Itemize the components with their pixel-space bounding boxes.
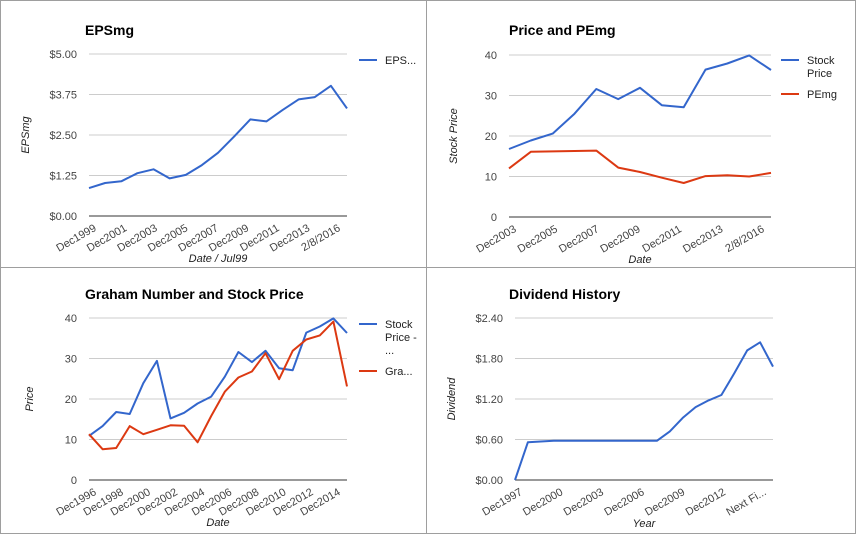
chart1-y-tick-label: 10: [485, 172, 497, 184]
eps-chart-panel: EPSmg $0.00 $1.25 $2.50 $3.75 $5.00 EPSmg Dec19…: [0, 0, 427, 268]
chart2-title: Graham Number and Stock Price: [85, 286, 304, 302]
chart3-y-tick-label: $0.60: [475, 435, 503, 447]
price-pe-chart-panel: Price and PEmg 0 10 20 30 40 Stock Price Dec200…: [426, 0, 856, 268]
chart2-legend-label: Gra...: [385, 366, 413, 378]
chart1-series-line-0: [508, 54, 772, 150]
chart0-y-tick-label: $5.00: [49, 49, 77, 61]
chart2-legend-label: Stock Price -...: [385, 319, 417, 357]
chart2-y-tick-label: 0: [71, 475, 77, 487]
chart1-x-tick-label: Dec2013: [681, 223, 725, 255]
dividend-history-chart: Dividend History $0.00 $0.60 $1.20 $1.80 $2.4…: [446, 286, 774, 530]
chart3-y-axis-label: Dividend: [446, 377, 458, 421]
chart1-title: Price and PEmg: [509, 22, 616, 38]
chart3-title: Dividend History: [509, 286, 620, 302]
chart3-x-tick-label: Next Fi...: [724, 486, 768, 518]
chart1-y-tick-label: 20: [485, 131, 497, 143]
chart3-y-tick-label: $2.40: [475, 313, 503, 325]
chart1-x-tick-label: Dec2005: [516, 223, 560, 255]
dividend-history-chart-panel: Dividend History $0.00 $0.60 $1.20 $1.80 $2.4…: [426, 267, 856, 534]
chart3-x-tick-label: Dec2000: [521, 486, 565, 518]
chart2-y-tick-label: 30: [65, 354, 77, 366]
chart1-x-tick-label: Dec2003: [474, 223, 518, 255]
chart1-y-tick-label: 40: [485, 50, 497, 62]
chart0-legend-label: EPS...: [385, 55, 416, 67]
chart2-series-line-1: [88, 320, 348, 451]
chart3-x-tick-label: Dec2003: [562, 486, 606, 518]
chart1-legend-label: PEmg: [807, 89, 837, 101]
chart3-series-line-0: [514, 341, 774, 481]
chart3-y-tick-label: $1.20: [475, 394, 503, 406]
chart3-y-tick-label: $1.80: [475, 354, 503, 366]
chart0-x-axis-label: Date / Jul99: [189, 253, 248, 265]
chart1-x-tick-label: Dec2009: [598, 223, 642, 255]
chart0-series-line-0: [88, 84, 348, 190]
chart2-series-line-0: [88, 317, 348, 437]
chart2-y-tick-label: 20: [65, 394, 77, 406]
chart3-x-tick-label: Dec2009: [643, 486, 687, 518]
chart2-y-tick-label: 10: [65, 435, 77, 447]
chart0-y-tick-label: $1.25: [49, 171, 77, 183]
chart0-y-tick-label: $2.50: [49, 130, 77, 142]
chart3-x-axis-label: Year: [633, 518, 657, 530]
chart2-y-axis-label: Price: [24, 386, 36, 411]
graham-number-chart-panel: Graham Number and Stock Price 0 10 20 30 40 Pr…: [0, 267, 427, 534]
price-pe-chart: Price and PEmg 0 10 20 30 40 Stock Price Dec200…: [448, 22, 837, 266]
chart0-title: EPSmg: [85, 22, 134, 38]
chart0-y-axis-label: EPSmg: [20, 115, 32, 153]
chart3-y-tick-label: $0.00: [475, 475, 503, 487]
chart2-x-axis-label: Date: [206, 517, 229, 529]
chart0-y-tick-label: $3.75: [49, 90, 77, 102]
chart1-x-tick-label: 2/8/2016: [723, 223, 766, 255]
chart1-series-line-1: [508, 149, 772, 184]
chart1-y-axis-label: Stock Price: [448, 108, 460, 164]
chart3-x-tick-label: Dec2006: [602, 486, 646, 518]
chart2-y-tick-label: 40: [65, 313, 77, 325]
chart1-x-tick-label: Dec2011: [640, 223, 683, 255]
chart3-x-tick-label: Dec2012: [684, 486, 728, 518]
chart1-y-tick-label: 30: [485, 91, 497, 103]
chart1-x-axis-label: Date: [628, 254, 651, 266]
chart3-x-tick-label: Dec1997: [480, 486, 524, 518]
graham-number-chart: Graham Number and Stock Price 0 10 20 30 40 Pr…: [24, 286, 417, 529]
eps-chart: EPSmg$0.00$1.25$2.50$3.75$5.00EPSmgDec19…: [20, 22, 416, 265]
chart1-x-tick-label: Dec2007: [557, 223, 601, 255]
chart1-legend-label: Stock Price: [807, 55, 835, 80]
chart0-y-tick-label: $0.00: [49, 211, 77, 223]
chart1-y-tick-label: 0: [491, 212, 497, 224]
